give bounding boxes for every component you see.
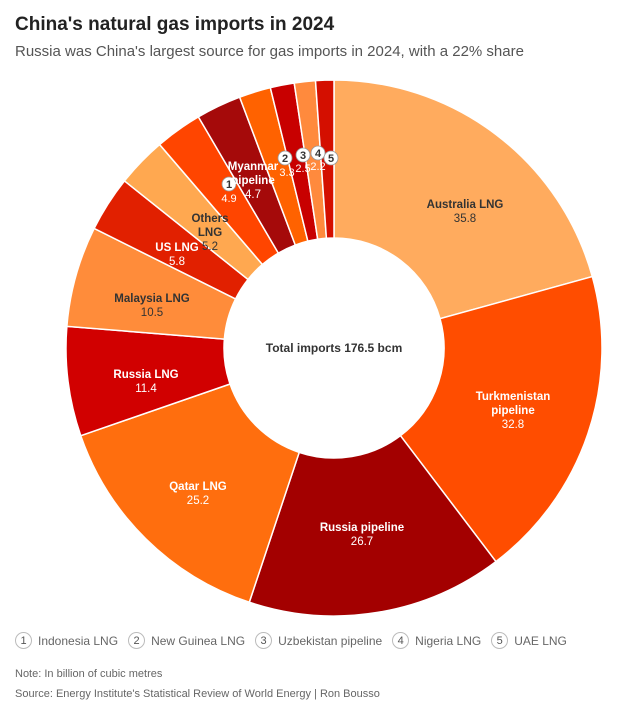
slice-category-label: Russia pipeline (320, 522, 404, 534)
slice-category-label: Russia LNG (113, 369, 178, 381)
slice-marker-number: 4 (315, 148, 322, 160)
chart-note: Note: In billion of cubic metres (15, 668, 163, 680)
chart-source: Source: Energy Institute's Statistical R… (15, 688, 380, 700)
legend-number: 3 (255, 632, 273, 649)
slice-category-label: Australia LNG (427, 199, 504, 211)
slice-value-label: 26.7 (351, 536, 373, 548)
donut-slice (248, 434, 497, 617)
legend-item: 5 UAE LNG (491, 632, 567, 649)
legend-item: 3 Uzbekistan pipeline (255, 632, 382, 649)
center-total-label: Total imports 176.5 bcm (266, 341, 402, 355)
legend-number: 5 (491, 632, 509, 649)
slice-marker-number: 2 (282, 153, 288, 165)
slice-category-label: pipeline (231, 175, 274, 187)
slice-marker-number: 5 (328, 153, 334, 165)
slice-marker-number: 1 (226, 179, 232, 191)
legend-label: Uzbekistan pipeline (278, 633, 383, 648)
slice-value-label: 35.8 (454, 213, 476, 225)
slice-value-label: 4.9 (221, 193, 236, 205)
slice-category-label: Turkmenistan (476, 391, 551, 403)
slice-value-label: 4.7 (245, 189, 261, 201)
slice-marker (323, 150, 339, 166)
legend-label: Nigeria LNG (415, 633, 482, 648)
donut-slice (79, 383, 301, 604)
legend-item: 4 Nigeria LNG (392, 632, 481, 649)
slice-value-label: 3.3 (279, 167, 294, 179)
slice-value-label: 2.5 (295, 163, 310, 175)
chart-title: China's natural gas imports in 2024 (15, 14, 335, 35)
slice-marker (295, 147, 311, 163)
legend-number: 4 (392, 632, 410, 649)
slice-value-label: 5.2 (202, 241, 218, 253)
legend-label: New Guinea LNG (151, 633, 246, 648)
legend-number: 2 (128, 632, 146, 649)
slice-category-label: pipeline (491, 405, 534, 417)
legend-number: 1 (15, 632, 32, 649)
legend-label: UAE LNG (514, 633, 567, 648)
slice-value-label: 2.2 (310, 161, 325, 173)
donut-chart: Australia LNG35.8Turkmenistanpipeline32.… (65, 79, 603, 617)
slice-value-label: 10.5 (141, 307, 163, 319)
slice-value-label: 5.8 (169, 256, 185, 268)
legend: 1 Indonesia LNG 2 New Guinea LNG 3 Uzbek… (15, 632, 567, 649)
chart-subtitle: Russia was China's largest source for ga… (15, 43, 524, 60)
donut-slice (333, 79, 594, 320)
slice-category-label: Malaysia LNG (114, 293, 189, 305)
slice-category-label: Others (191, 213, 228, 225)
legend-label: Indonesia LNG (38, 633, 119, 648)
slice-value-label: 25.2 (187, 495, 209, 507)
slice-marker (310, 145, 326, 161)
slice-category-label: LNG (198, 227, 222, 239)
slice-value-label: 32.8 (502, 419, 524, 431)
slice-marker (277, 150, 293, 166)
slice-marker (221, 176, 237, 192)
slice-category-label: Qatar LNG (169, 481, 227, 493)
legend-item: 2 New Guinea LNG (128, 632, 245, 649)
slice-marker-number: 3 (300, 150, 306, 162)
legend-item: 1 Indonesia LNG (15, 632, 118, 649)
donut-slice (399, 275, 603, 563)
slice-value-label: 11.4 (135, 383, 157, 395)
slice-category-label: US LNG (155, 242, 199, 254)
slice-category-label: Myanmar (228, 161, 279, 173)
